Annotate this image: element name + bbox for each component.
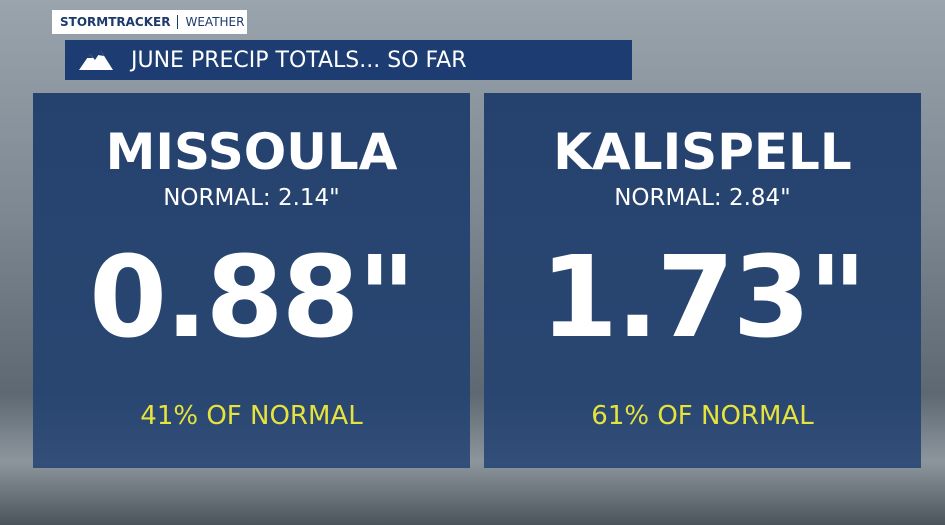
city: MISSOULA bbox=[105, 123, 398, 181]
percent: 41% OF NORMAL bbox=[140, 401, 363, 431]
separator bbox=[177, 15, 179, 29]
title-bar: JUNE PRECIP TOTALS... SO FAR bbox=[65, 40, 632, 80]
title: JUNE PRECIP TOTALS... SO FAR bbox=[131, 47, 467, 73]
percent: 61% OF NORMAL bbox=[591, 401, 814, 431]
city-panel: MISSOULA NORMAL: 2.14" 0.88" 41% OF NORM… bbox=[33, 93, 470, 468]
brand-bar: STORMTRACKER WEATHER bbox=[52, 10, 247, 34]
normal: NORMAL: 2.84" bbox=[614, 185, 791, 211]
normal: NORMAL: 2.14" bbox=[163, 185, 340, 211]
city: KALISPELL bbox=[553, 123, 852, 181]
total: 1.73" bbox=[540, 233, 867, 363]
city-panel: KALISPELL NORMAL: 2.84" 1.73" 61% OF NOR… bbox=[484, 93, 921, 468]
total: 0.88" bbox=[89, 233, 416, 363]
brand-name: STORMTRACKER bbox=[60, 15, 171, 29]
brand-section: WEATHER bbox=[185, 15, 245, 29]
mountain-icon bbox=[79, 51, 113, 70]
